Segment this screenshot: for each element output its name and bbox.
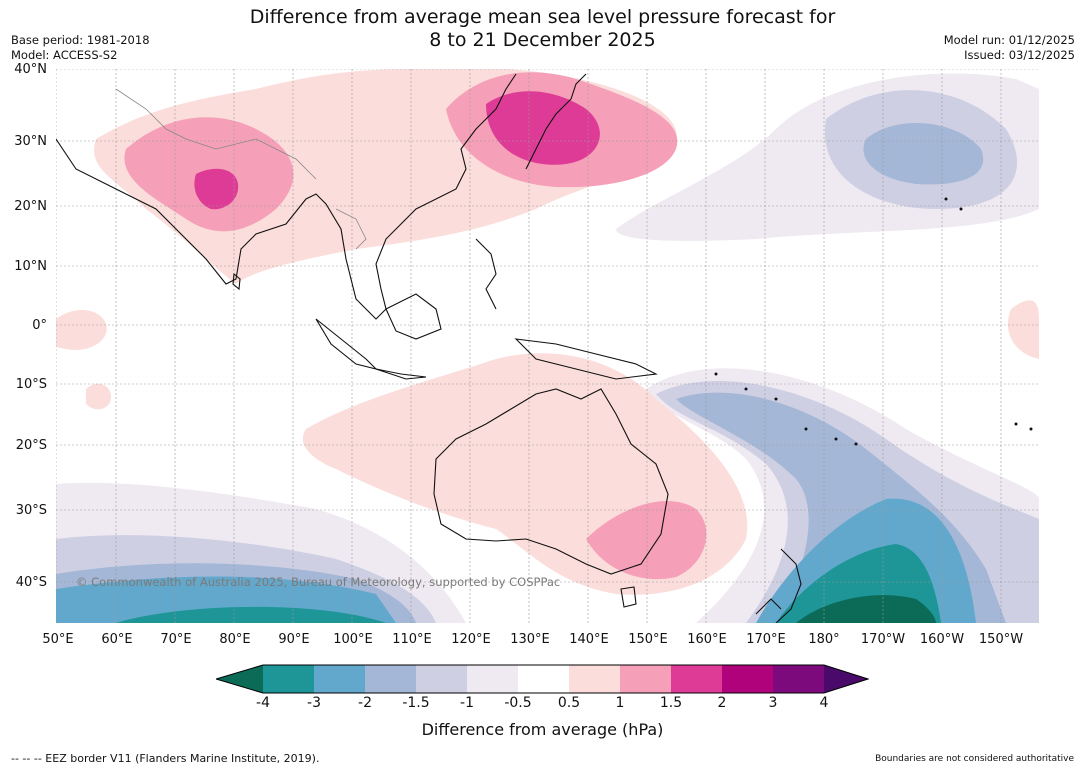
anomaly-region-neg-moderate-nw-pacific (863, 122, 984, 185)
colorbar-tick: 4 (819, 695, 829, 711)
colorbar-tick: 0.5 (557, 695, 581, 711)
sri-lanka-coast (232, 272, 241, 291)
eez-legend: -- -- -- EEZ border V11 (Flanders Marine… (11, 752, 320, 765)
japan-coast (525, 73, 587, 170)
lon-label-170e: 170°E (746, 632, 786, 647)
lon-label-150w: 150°W (978, 632, 1024, 647)
philippines-coast (475, 238, 497, 310)
java-coast (375, 368, 427, 380)
colorbar-extend-low (216, 665, 263, 693)
colorbar-swatch-7 (569, 665, 620, 693)
colorbar-outline (216, 664, 869, 694)
new-zealand-coast (755, 548, 802, 623)
title-line-1: Difference from average mean sea level p… (249, 6, 836, 28)
copyright-notice: © Commonwealth of Australia 2025, Bureau… (76, 575, 561, 589)
anomaly-region-neg-verystrong-southern-west (116, 606, 386, 623)
lat-label-10s: 10°S (15, 377, 47, 392)
anomaly-region-neg-extreme-southwest-pacific (796, 595, 936, 623)
model-info: Base period: 1981-2018 Model: ACCESS-S2 (11, 33, 150, 63)
lon-label-70e: 70°E (160, 632, 192, 647)
lon-label-120e: 120°E (451, 632, 491, 647)
pressure-anomaly-map (56, 69, 1039, 623)
colorbar-tick: -0.5 (504, 695, 532, 711)
colorbar-swatch-1 (263, 665, 314, 693)
anomaly-region-pos-strong-india (194, 168, 239, 210)
anomaly-region-pos-weak-sw-indian-ocean (86, 383, 111, 410)
anomaly-region-pos-mild-se-australia (586, 500, 707, 580)
lon-label-160w: 160°W (919, 632, 965, 647)
lat-label-40s: 40°S (15, 575, 47, 590)
colorbar-tick: -2 (358, 695, 372, 711)
model-name: Model: ACCESS-S2 (11, 48, 118, 62)
lat-label-30n: 30°N (14, 134, 47, 149)
colorbar-tick: 1.5 (659, 695, 683, 711)
graticule (56, 69, 1039, 623)
lat-label-20n: 20°N (14, 199, 47, 214)
colorbar-tick: -1 (460, 695, 474, 711)
colorbar-title: Difference from average (hPa) (421, 720, 664, 739)
anomaly-region-pos-weak-east-pacific (1007, 300, 1039, 359)
boundary-disclaimer: Boundaries are not considered authoritat… (875, 754, 1074, 764)
lon-label-140e: 140°E (569, 632, 609, 647)
colorbar-swatch-11 (773, 665, 824, 693)
title-line-2: 8 to 21 December 2025 (429, 29, 656, 51)
pacific-islands (714, 197, 1033, 446)
sumatra-coast (315, 318, 378, 371)
lat-label-20s: 20°S (15, 438, 47, 453)
colorbar-extend-high (824, 665, 868, 693)
new-guinea-coast (514, 338, 658, 380)
country-borders (115, 88, 367, 250)
colorbar-swatch-2 (314, 665, 365, 693)
colorbar-swatch-5 (467, 665, 518, 693)
lon-label-150e: 150°E (628, 632, 668, 647)
lat-label-10n: 10°N (14, 259, 47, 274)
model-run-date: Model run: 01/12/2025 (943, 33, 1075, 47)
lon-label-90e: 90°E (278, 632, 310, 647)
australia-coast (433, 388, 669, 575)
borneo-coast (385, 293, 442, 340)
colorbar-tick: 2 (717, 695, 727, 711)
lon-label-130e: 130°E (510, 632, 550, 647)
lon-label-110e: 110°E (392, 632, 432, 647)
lat-label-0: 0° (32, 318, 47, 333)
colorbar-tick: -3 (307, 695, 321, 711)
anomaly-region-pos-weak-equator-west (56, 309, 107, 350)
issued-date: Issued: 03/12/2025 (964, 48, 1075, 62)
colorbar-tick: -4 (256, 695, 270, 711)
coastlines (56, 73, 802, 623)
colorbar-swatch-10 (722, 665, 773, 693)
colorbar-tick: -1.5 (402, 695, 430, 711)
lon-label-160e: 160°E (687, 632, 727, 647)
lon-label-60e: 60°E (101, 632, 133, 647)
lat-label-40n: 40°N (14, 62, 47, 77)
tasmania-coast (620, 586, 637, 608)
run-info: Model run: 01/12/2025 Issued: 03/12/2025 (944, 33, 1075, 63)
anomaly-region-pos-strong-east-asia (486, 91, 600, 165)
colorbar (216, 664, 869, 694)
colorbar-swatch-9 (671, 665, 722, 693)
lon-label-80e: 80°E (219, 632, 251, 647)
colorbar-swatch-4 (416, 665, 467, 693)
chart-title: Difference from average mean sea level p… (0, 6, 1085, 52)
colorbar-tick: 1 (615, 695, 625, 711)
lat-label-30s: 30°S (15, 503, 47, 518)
colorbar-tick: 3 (768, 695, 778, 711)
colorbar-swatch-6 (518, 665, 569, 693)
colorbar-swatch-8 (620, 665, 671, 693)
lon-label-180: 180° (808, 632, 840, 647)
lon-label-170w: 170°W (860, 632, 906, 647)
colorbar-swatch-3 (365, 665, 416, 693)
base-period: Base period: 1981-2018 (11, 33, 150, 47)
lon-label-100e: 100°E (333, 632, 373, 647)
asia-mainland-coast (56, 73, 517, 320)
lon-label-50e: 50°E (42, 632, 74, 647)
map-canvas (56, 69, 1039, 623)
